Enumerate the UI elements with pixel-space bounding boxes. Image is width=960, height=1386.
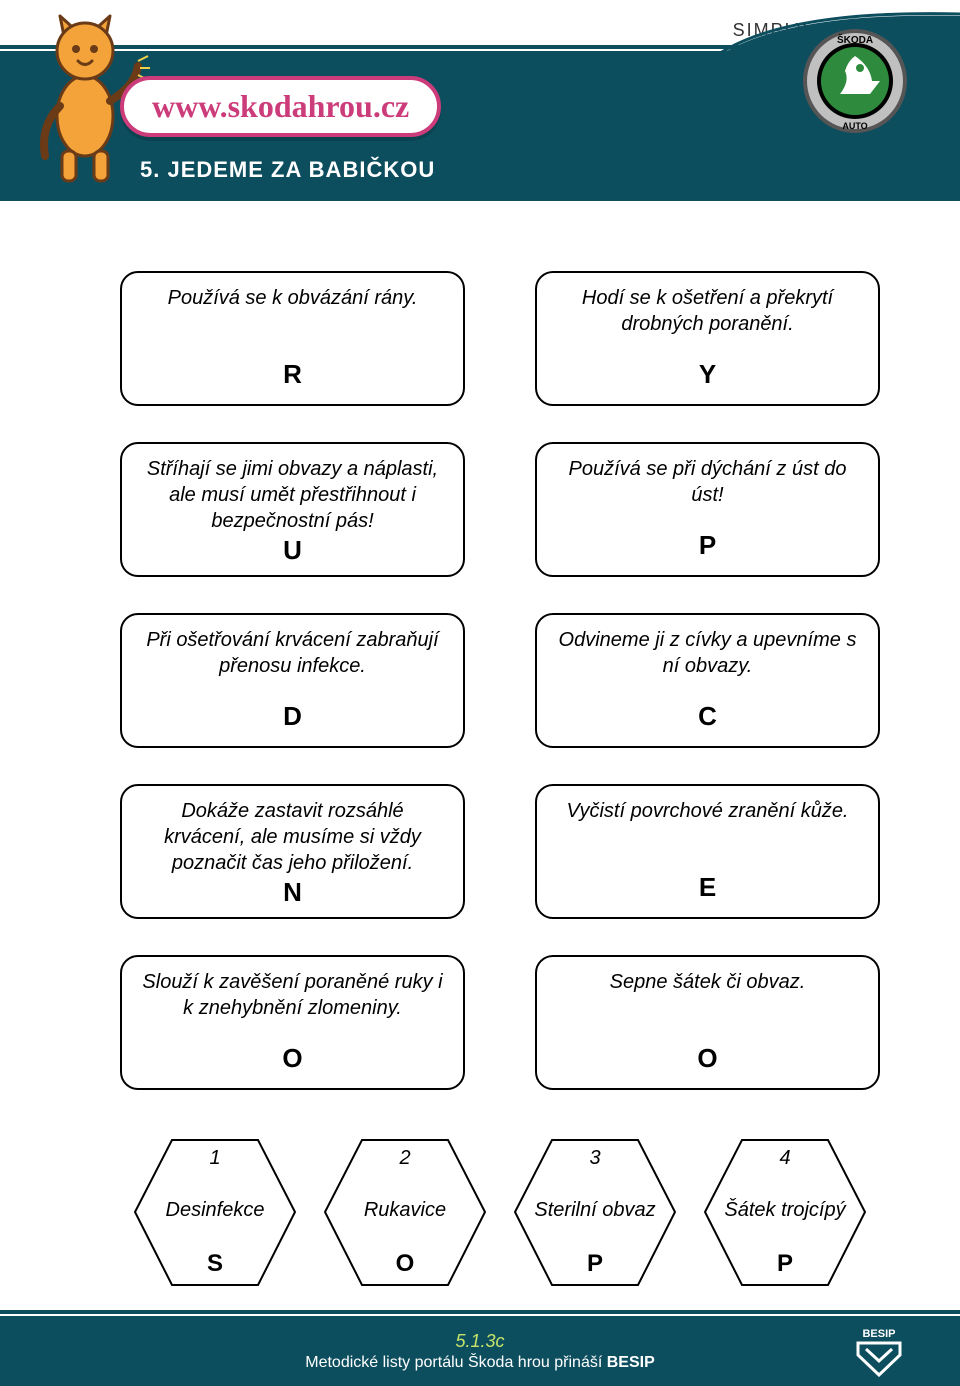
- footer-credit-brand: BESIP: [607, 1354, 655, 1371]
- card: Při ošetřování krvácení zabraňují přenos…: [120, 613, 465, 748]
- card-text: Při ošetřování krvácení zabraňují přenos…: [142, 627, 443, 700]
- section-title: 5. JEDEME ZA BABIČKOU: [140, 157, 435, 183]
- card: Stříhají se jimi obvazy a náplasti, ale …: [120, 442, 465, 577]
- hex-letter: O: [396, 1250, 415, 1278]
- card-letter: E: [557, 871, 858, 905]
- card-text: Používá se k obvázání rány.: [142, 285, 443, 358]
- hex-num: 2: [399, 1147, 410, 1170]
- card-text: Používá se při dýchání z úst do úst!: [557, 456, 858, 529]
- card: Hodí se k ošetření a překrytí drobných p…: [535, 271, 880, 406]
- card-letter: R: [142, 358, 443, 392]
- footer-center: 5.1.3c Metodické listy portálu Škoda hro…: [305, 1331, 655, 1372]
- card-letter: O: [142, 1042, 443, 1076]
- card: Vyčistí povrchové zranění kůže.E: [535, 784, 880, 919]
- hex-tile: 1 Desinfekce S: [130, 1135, 300, 1290]
- card-letter: D: [142, 700, 443, 734]
- hex-tile: 3 Sterilní obvaz P: [510, 1135, 680, 1290]
- hex-num: 1: [209, 1147, 220, 1170]
- card-letter: Y: [557, 358, 858, 392]
- hex-letter: P: [587, 1250, 603, 1278]
- site-url-pill: www.skodahrou.cz: [120, 76, 441, 137]
- card: Používá se při dýchání z úst do úst!P: [535, 442, 880, 577]
- footer-credit: Metodické listy portálu Škoda hrou přiná…: [305, 1354, 655, 1372]
- hex-label: Desinfekce: [166, 1199, 265, 1221]
- card-letter: C: [557, 700, 858, 734]
- svg-text:ŠKODA: ŠKODA: [837, 33, 873, 46]
- card: Sepne šátek či obvaz.O: [535, 955, 880, 1090]
- card-letter: P: [557, 529, 858, 563]
- besip-logo-text: BESIP: [862, 1328, 895, 1340]
- card: Slouží k zavěšení poraněné ruky i k zneh…: [120, 955, 465, 1090]
- hex-label: Rukavice: [364, 1199, 446, 1221]
- card-text: Hodí se k ošetření a překrytí drobných p…: [557, 285, 858, 358]
- hex-row: 1 Desinfekce S 2 Rukavice O 3 Sterilní obvaz P…: [120, 1135, 880, 1290]
- footer-band: 5.1.3c Metodické listy portálu Škoda hro…: [0, 1316, 960, 1386]
- card-letter: U: [142, 534, 443, 568]
- card-text: Vyčistí povrchové zranění kůže.: [557, 798, 858, 871]
- svg-text:AUTO: AUTO: [842, 121, 867, 131]
- skoda-logo-icon: ŠKODA AUTO: [800, 26, 910, 136]
- header-band: www.skodahrou.cz ŠKODA AUTO 5. JEDEME ZA…: [0, 51, 960, 201]
- hex-num: 3: [589, 1147, 600, 1170]
- card-letter: O: [557, 1042, 858, 1076]
- card: Dokáže zastavit rozsáhlé krvácení, ale m…: [120, 784, 465, 919]
- footer-credit-prefix: Metodické listy portálu Škoda hrou přiná…: [305, 1354, 606, 1371]
- hex-label: Šátek trojcípý: [724, 1199, 845, 1221]
- card: Používá se k obvázání rány.R: [120, 271, 465, 406]
- card-text: Sepne šátek či obvaz.: [557, 969, 858, 1042]
- footer-code: 5.1.3c: [305, 1331, 655, 1352]
- card-text: Odvineme ji z cívky a upevníme s ní obva…: [557, 627, 858, 700]
- cards-grid: Používá se k obvázání rány.R Hodí se k o…: [120, 271, 880, 1090]
- besip-logo-icon: BESIP: [848, 1325, 910, 1377]
- hex-num: 4: [779, 1147, 790, 1170]
- hex-letter: S: [207, 1250, 223, 1278]
- card: Odvineme ji z cívky a upevníme s ní obva…: [535, 613, 880, 748]
- hex-tile: 2 Rukavice O: [320, 1135, 490, 1290]
- hex-label: Sterilní obvaz: [534, 1199, 655, 1221]
- card-text: Dokáže zastavit rozsáhlé krvácení, ale m…: [142, 798, 443, 876]
- hex-tile: 4 Šátek trojcípý P: [700, 1135, 870, 1290]
- worksheet-content: Používá se k obvázání rány.R Hodí se k o…: [0, 201, 960, 1290]
- hex-letter: P: [777, 1250, 793, 1278]
- card-letter: N: [142, 876, 443, 910]
- card-text: Stříhají se jimi obvazy a náplasti, ale …: [142, 456, 443, 534]
- card-text: Slouží k zavěšení poraněné ruky i k zneh…: [142, 969, 443, 1042]
